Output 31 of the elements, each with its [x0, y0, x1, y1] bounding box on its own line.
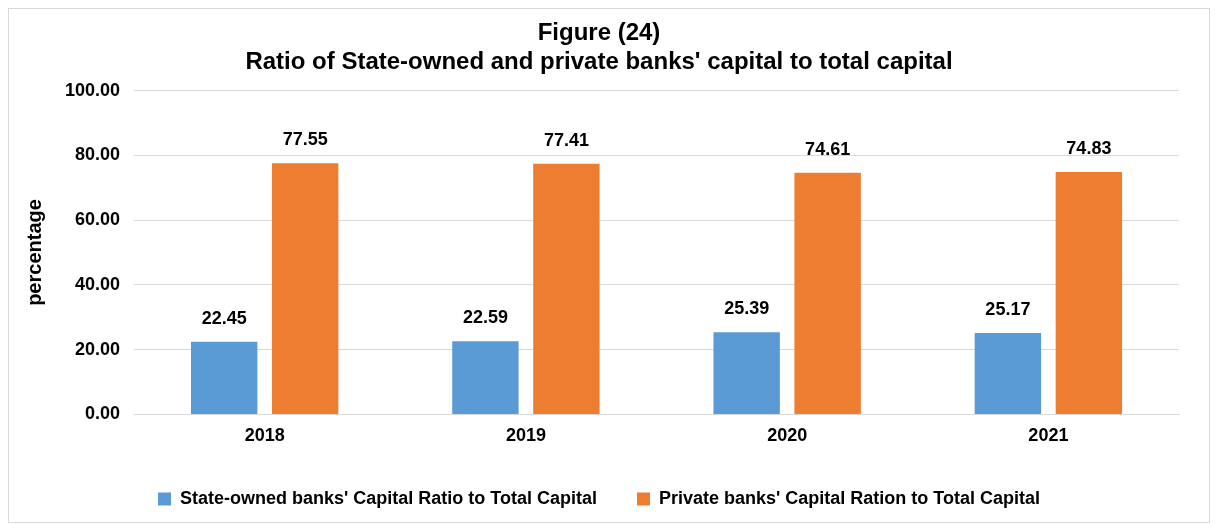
data-label: 25.17	[985, 298, 1031, 319]
y-tick-label: 40.00	[75, 273, 121, 294]
y-tick-label: 100.00	[64, 79, 121, 100]
data-label: 25.39	[724, 298, 770, 319]
y-tick-label: 20.00	[75, 338, 121, 359]
x-tick-label: 2021	[1028, 425, 1069, 446]
data-label: 22.45	[201, 307, 247, 328]
bar	[1055, 172, 1123, 414]
chart-subtitle: Ratio of State-owned and private banks' capital to total capital	[245, 46, 953, 74]
y-axis-title: percentage	[22, 199, 45, 306]
bar	[452, 341, 519, 414]
y-tick-label: 60.00	[75, 209, 121, 230]
bar	[271, 163, 339, 414]
legend-label: Private banks' Capital Ration to Total Capital	[658, 487, 1040, 508]
bar	[190, 341, 258, 414]
x-tick-label: 2020	[767, 425, 808, 446]
bar	[713, 332, 780, 414]
chart-title: Figure (24)	[537, 18, 661, 46]
data-label: 22.59	[462, 307, 508, 328]
x-tick-label: 2018	[244, 425, 285, 446]
bar	[974, 332, 1042, 414]
data-label: 74.61	[805, 138, 851, 159]
bar	[533, 163, 600, 414]
y-tick-label: 0.00	[85, 403, 121, 424]
data-label: 77.55	[282, 129, 328, 150]
data-label: 77.41	[543, 129, 589, 150]
legend-label: State-owned banks' Capital Ratio to Total Capital	[180, 487, 597, 508]
bar	[794, 172, 861, 414]
y-tick-label: 80.00	[75, 144, 121, 165]
x-tick-label: 2019	[505, 425, 546, 446]
data-label: 74.83	[1066, 138, 1112, 159]
